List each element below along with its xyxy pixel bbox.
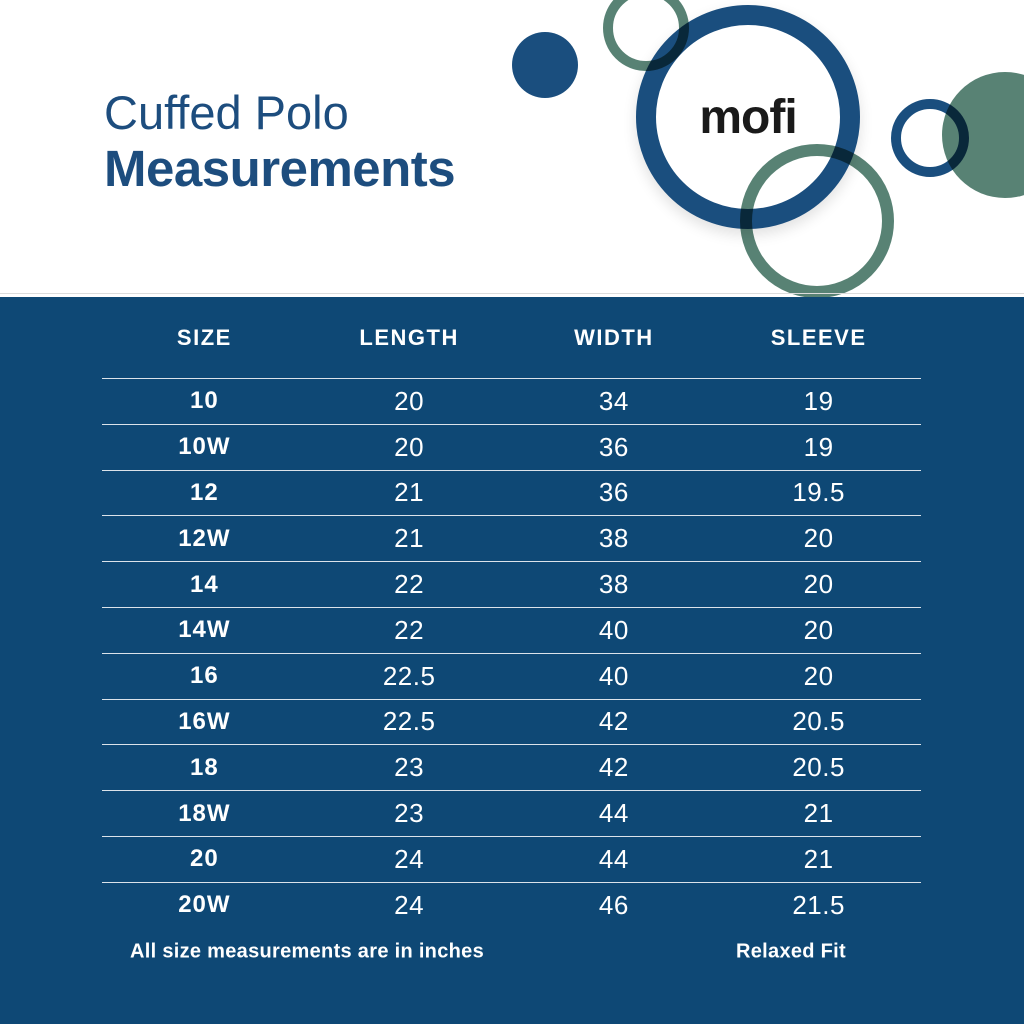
size-cell: 20: [190, 845, 219, 873]
size-cell: 20W: [178, 891, 231, 919]
table-header-row: SIZE LENGTH WIDTH SLEEVE: [102, 297, 921, 378]
table-row: 16 22.5 40 20: [102, 652, 921, 699]
size-cell: 12: [190, 478, 219, 506]
table-body: 10 20 34 19 10W 20 36 19 12 21 36 19.5 12W 21 38 20 14 22…: [102, 378, 921, 928]
column-header-length: LENGTH: [359, 324, 459, 350]
measurement-cell: 22.5: [382, 706, 436, 737]
table-row: 18W 23 44 21: [102, 790, 921, 836]
measurement-cell: 40: [598, 614, 629, 645]
decorative-dot-green-large-icon: [942, 72, 1024, 198]
measurement-cell: 44: [598, 843, 629, 874]
measurement-cell: 22.5: [382, 660, 436, 691]
measurement-cell: 24: [394, 843, 425, 874]
size-cell: 16: [190, 662, 219, 690]
brand-logo-text: mofi: [699, 90, 797, 144]
measurement-cell: 46: [598, 889, 629, 920]
size-cell: 18W: [178, 799, 231, 827]
page-title: Cuffed Polo Measurements: [104, 84, 456, 197]
measurement-cell: 44: [598, 798, 629, 829]
measurement-cell: 36: [598, 477, 629, 508]
table-row: 16W 22.5 42 20.5: [102, 698, 921, 745]
hero-section: Cuffed Polo Measurements mofi: [0, 0, 1024, 297]
measurement-cell: 36: [598, 431, 629, 462]
table-row: 18 23 42 20.5: [102, 744, 921, 790]
measurement-cell: 38: [598, 523, 629, 554]
measurement-cell: 19.5: [792, 477, 845, 508]
table-row: 14 22 38 20: [102, 561, 921, 607]
measurement-cell: 38: [598, 569, 629, 600]
size-cell: 14: [190, 570, 219, 598]
size-cell: 16W: [178, 707, 231, 735]
measurement-cell: 42: [598, 706, 629, 737]
measurement-cell: 19: [803, 431, 834, 462]
measurement-cell: 21: [394, 477, 425, 508]
measurement-cell: 21: [394, 523, 425, 554]
measurement-cell: 20: [803, 660, 834, 691]
measurement-cell: 19: [803, 385, 834, 416]
measurement-cell: 34: [598, 385, 629, 416]
decorative-dot-navy-icon: [512, 32, 578, 98]
measurement-cell: 20: [803, 614, 834, 645]
measurement-cell: 23: [394, 798, 425, 829]
measurement-cell: 22: [394, 569, 425, 600]
units-note: All size measurements are in inches: [130, 940, 484, 963]
measurement-cell: 20: [803, 569, 834, 600]
measurement-table-section: SIZE LENGTH WIDTH SLEEVE 10 20 34 19 10W 20 36 19 1…: [0, 297, 1024, 1024]
size-cell: 10W: [178, 433, 231, 461]
table-row: 20 24 44 21: [102, 835, 921, 882]
measurement-cell: 24: [394, 889, 425, 920]
size-cell: 14W: [178, 616, 231, 644]
measurements-table: SIZE LENGTH WIDTH SLEEVE 10 20 34 19 10W 20 36 19 1…: [102, 297, 921, 928]
size-cell: 10: [190, 387, 219, 415]
column-header-size: SIZE: [176, 324, 232, 350]
measurement-cell: 20.5: [792, 706, 845, 737]
table-footnotes: All size measurements are in inches Rela…: [0, 297, 1024, 1024]
page-title-product: Cuffed Polo: [104, 86, 349, 139]
fit-note: Relaxed Fit: [736, 940, 846, 963]
table-row: 12 21 36 19.5: [102, 469, 921, 516]
measurement-cell: 20: [394, 385, 425, 416]
table-row: 20W 24 46 21.5: [102, 881, 921, 928]
table-row: 14W 22 40 20: [102, 606, 921, 653]
table-row: 10 20 34 19: [102, 378, 921, 424]
decorative-ring-green-top-icon: [603, 0, 689, 71]
column-header-sleeve: SLEEVE: [770, 324, 867, 350]
size-cell: 12W: [178, 524, 231, 552]
measurement-cell: 40: [598, 660, 629, 691]
measurement-cell: 21.5: [792, 889, 845, 920]
measurement-cell: 21: [803, 843, 834, 874]
size-cell: 18: [190, 753, 219, 781]
page-title-measurements: Measurements: [104, 139, 456, 197]
measurement-cell: 23: [394, 752, 425, 783]
measurement-cell: 20: [803, 523, 834, 554]
measurement-cell: 20: [394, 431, 425, 462]
table-row: 12W 21 38 20: [102, 515, 921, 561]
decorative-ring-green-bottom-icon: [740, 144, 894, 297]
measurement-cell: 20.5: [792, 752, 845, 783]
divider-hairline: [0, 293, 1024, 294]
column-header-width: WIDTH: [574, 324, 654, 350]
table-row: 10W 20 36 19: [102, 423, 921, 470]
measurement-cell: 21: [803, 798, 834, 829]
measurement-cell: 22: [394, 614, 425, 645]
measurement-cell: 42: [598, 752, 629, 783]
